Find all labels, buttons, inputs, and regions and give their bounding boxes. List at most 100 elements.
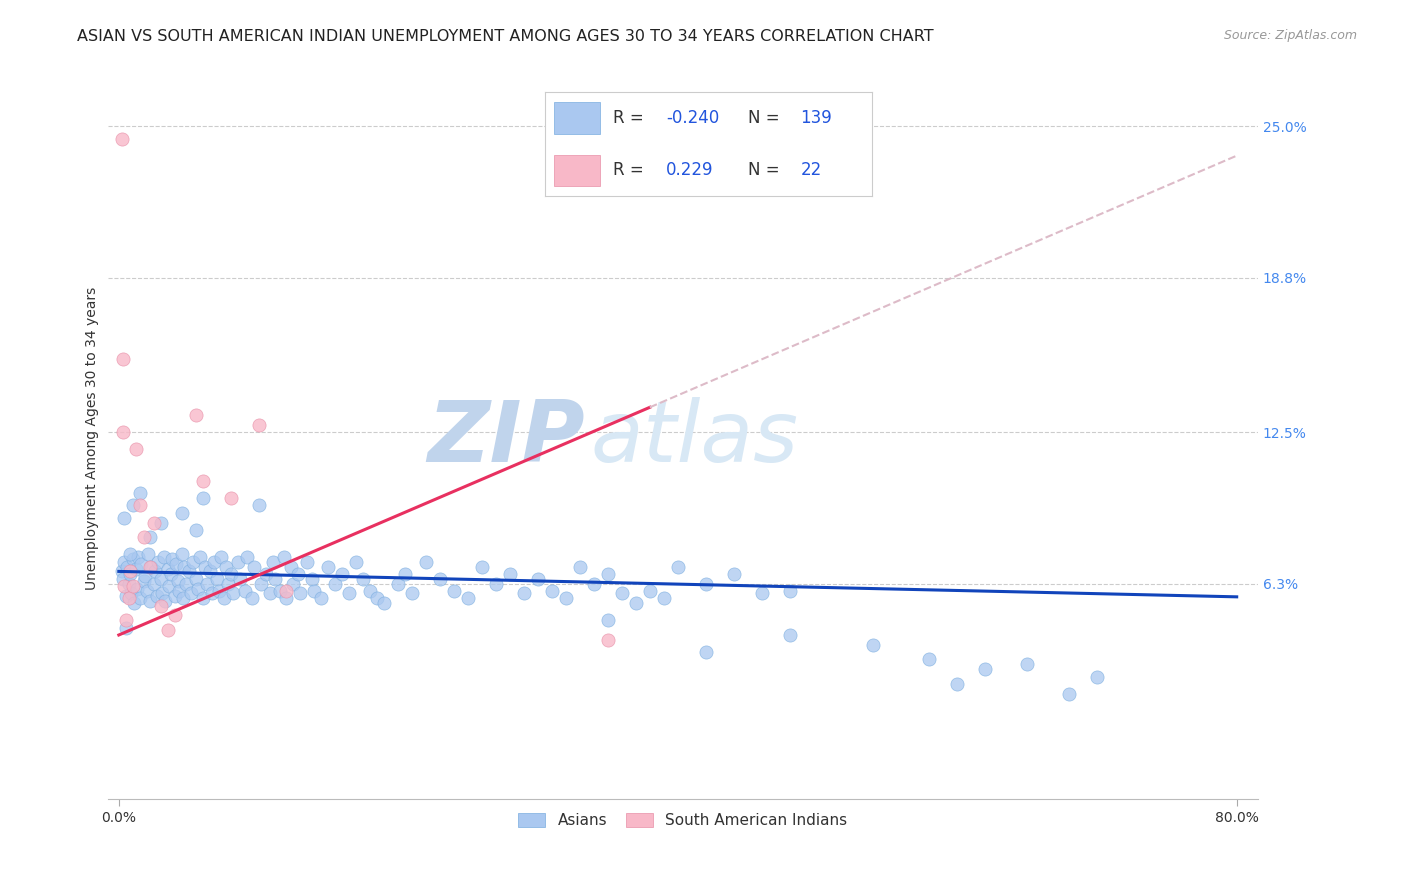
- Point: [779, 628, 801, 642]
- Text: Source: ZipAtlas.com: Source: ZipAtlas.com: [1223, 29, 1357, 42]
- Point: [128, 591, 150, 606]
- Point: [610, 586, 633, 600]
- Point: [862, 638, 884, 652]
- Point: [259, 586, 281, 600]
- Legend: Asians, South American Indians: Asians, South American Indians: [512, 807, 853, 835]
- Point: [443, 584, 465, 599]
- Point: [262, 555, 284, 569]
- Point: [527, 572, 550, 586]
- Point: [247, 499, 270, 513]
- Point: [112, 510, 135, 524]
- Point: [280, 559, 302, 574]
- Point: [114, 621, 136, 635]
- Point: [143, 565, 166, 579]
- Point: [191, 474, 214, 488]
- Point: [250, 576, 273, 591]
- Point: [198, 565, 221, 579]
- Point: [276, 584, 298, 599]
- Point: [118, 565, 141, 579]
- Point: [215, 559, 238, 574]
- Point: [304, 584, 326, 599]
- Point: [132, 530, 155, 544]
- Point: [287, 566, 309, 581]
- Point: [457, 591, 479, 606]
- Point: [219, 566, 242, 581]
- Point: [779, 584, 801, 599]
- Point: [194, 559, 217, 574]
- Point: [114, 589, 136, 603]
- Point: [226, 555, 249, 569]
- Point: [344, 555, 367, 569]
- Point: [208, 584, 231, 599]
- Point: [555, 591, 578, 606]
- Point: [114, 613, 136, 627]
- Point: [129, 557, 152, 571]
- Point: [1017, 657, 1039, 672]
- Point: [283, 576, 305, 591]
- Point: [429, 572, 451, 586]
- Point: [138, 593, 160, 607]
- Point: [188, 549, 211, 564]
- Point: [110, 131, 132, 145]
- Point: [134, 569, 156, 583]
- Point: [394, 566, 416, 581]
- Point: [290, 586, 312, 600]
- Y-axis label: Unemployment Among Ages 30 to 34 years: Unemployment Among Ages 30 to 34 years: [86, 286, 100, 590]
- Point: [240, 591, 263, 606]
- Point: [209, 549, 232, 564]
- Point: [174, 576, 197, 591]
- Point: [191, 591, 214, 606]
- Point: [112, 555, 135, 569]
- Point: [946, 677, 969, 691]
- Point: [485, 576, 508, 591]
- Point: [723, 566, 745, 581]
- Point: [695, 645, 717, 659]
- Point: [596, 566, 619, 581]
- Point: [142, 516, 165, 530]
- Point: [112, 579, 135, 593]
- Point: [751, 586, 773, 600]
- Point: [652, 591, 675, 606]
- Point: [181, 555, 204, 569]
- Point: [163, 589, 186, 603]
- Point: [173, 559, 195, 574]
- Point: [167, 584, 190, 599]
- Point: [142, 576, 165, 591]
- Point: [121, 499, 143, 513]
- Point: [111, 425, 134, 439]
- Point: [187, 582, 209, 596]
- Point: [373, 596, 395, 610]
- Point: [165, 557, 187, 571]
- Point: [269, 584, 291, 599]
- Point: [170, 506, 193, 520]
- Point: [177, 565, 200, 579]
- Point: [311, 591, 333, 606]
- Point: [145, 589, 167, 603]
- Point: [541, 584, 564, 599]
- Point: [152, 549, 174, 564]
- Point: [135, 584, 157, 599]
- Point: [150, 586, 173, 600]
- Point: [695, 576, 717, 591]
- Point: [1057, 687, 1080, 701]
- Point: [233, 584, 256, 599]
- Point: [582, 576, 605, 591]
- Point: [120, 586, 142, 600]
- Point: [359, 584, 381, 599]
- Point: [115, 559, 138, 574]
- Point: [118, 566, 141, 581]
- Point: [243, 559, 266, 574]
- Point: [666, 559, 689, 574]
- Point: [146, 555, 169, 569]
- Point: [202, 555, 225, 569]
- Point: [1085, 669, 1108, 683]
- Point: [184, 523, 207, 537]
- Point: [156, 623, 179, 637]
- Point: [201, 586, 224, 600]
- Point: [121, 579, 143, 593]
- Point: [318, 559, 340, 574]
- Point: [401, 586, 423, 600]
- Point: [180, 586, 202, 600]
- Point: [122, 596, 145, 610]
- Point: [138, 530, 160, 544]
